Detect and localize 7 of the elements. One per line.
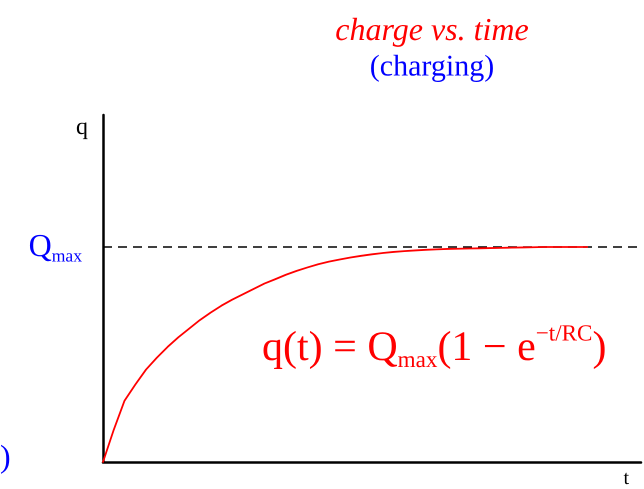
ref-line-label: Q$_{max}$ [28,227,82,266]
chart-title: charge vs. time [335,11,529,47]
x-axis-title: t [623,467,630,489]
annotation: q(t) = Q$_{max}$(1 − e$^{−t/RC}$) [262,319,606,372]
text: ) [0,438,11,474]
chart-subtitle: (charging) [370,50,494,82]
y-axis-title: q [76,114,88,140]
